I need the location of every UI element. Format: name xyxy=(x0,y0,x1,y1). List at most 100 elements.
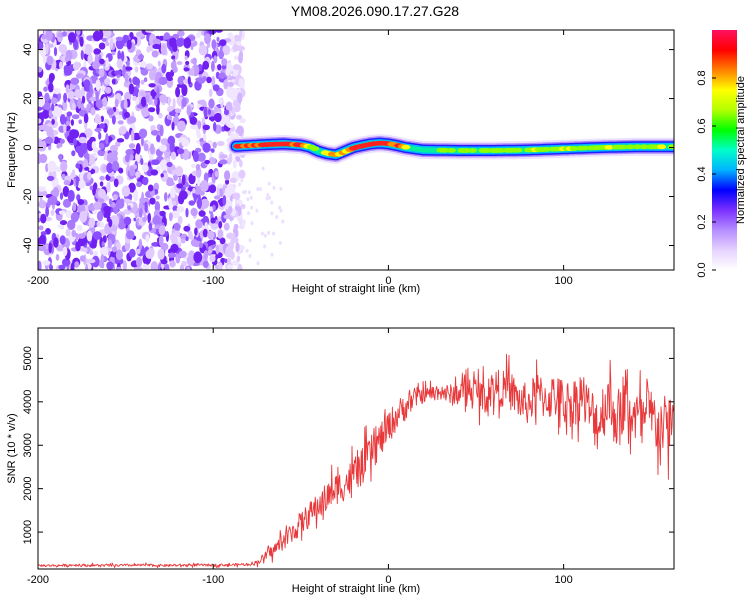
noise-blob xyxy=(267,181,271,186)
noise-blob xyxy=(68,32,76,43)
snr-point xyxy=(537,393,538,394)
noise-blob xyxy=(150,129,159,136)
noise-blob xyxy=(183,37,192,49)
noise-blob xyxy=(45,43,49,55)
snr-point xyxy=(344,484,345,485)
y-axis-label: Frequency (Hz) xyxy=(6,112,18,188)
noise-blob xyxy=(185,207,189,218)
noise-blob xyxy=(72,61,80,71)
noise-blob xyxy=(224,258,228,264)
noise-blob xyxy=(148,69,156,81)
noise-blob xyxy=(218,50,224,60)
ridge-core xyxy=(496,148,505,153)
snr-point xyxy=(370,453,371,454)
noise-blob xyxy=(192,57,198,65)
snr-point xyxy=(633,414,634,415)
noise-blob xyxy=(204,221,208,232)
y-tick-label: 40 xyxy=(22,43,34,55)
noise-blob xyxy=(166,181,175,186)
noise-blob xyxy=(232,158,237,169)
noise-blob xyxy=(211,75,216,88)
noise-blob xyxy=(78,136,87,144)
noise-blob xyxy=(95,79,101,92)
noise-blob xyxy=(148,115,154,122)
noise-blob xyxy=(124,209,129,215)
noise-blob xyxy=(181,139,190,147)
noise-blob xyxy=(67,90,75,100)
noise-blob xyxy=(46,55,54,66)
noise-blob xyxy=(124,131,130,140)
ridge-core xyxy=(513,147,523,153)
noise-blob xyxy=(74,89,83,99)
noise-blob xyxy=(55,166,62,173)
noise-blob xyxy=(181,174,186,186)
noise-blob xyxy=(115,249,123,261)
noise-blob xyxy=(191,163,196,168)
snr-point xyxy=(528,403,529,404)
noise-blob xyxy=(102,96,108,107)
noise-blob xyxy=(58,264,66,270)
noise-blob xyxy=(111,246,117,253)
noise-blob xyxy=(125,149,134,156)
snr-point xyxy=(90,565,91,566)
noise-blob xyxy=(59,61,63,69)
noise-blob xyxy=(71,102,76,111)
noise-blob xyxy=(215,71,220,80)
noise-blob xyxy=(261,166,265,171)
noise-blob xyxy=(122,198,131,204)
snr-point xyxy=(353,475,354,476)
snr-line-area xyxy=(38,353,674,569)
y-tick-label: 4000 xyxy=(22,390,34,414)
noise-blob xyxy=(224,170,231,181)
noise-blob xyxy=(208,116,216,121)
noise-blob xyxy=(171,169,176,176)
noise-blob xyxy=(105,133,109,145)
snr-point xyxy=(546,399,547,400)
noise-blob xyxy=(208,98,215,109)
x-tick-label: -100 xyxy=(202,275,224,287)
y-tick-label: 1000 xyxy=(22,520,34,544)
noise-blob xyxy=(230,251,235,260)
noise-blob xyxy=(263,244,267,249)
noise-blob xyxy=(38,42,44,50)
snr-point xyxy=(572,403,573,404)
noise-blob xyxy=(73,137,77,146)
noise-blob xyxy=(115,242,121,251)
noise-blob xyxy=(156,104,160,115)
noise-blob xyxy=(67,189,75,202)
noise-blob xyxy=(183,67,190,72)
noise-blob xyxy=(45,216,53,222)
noise-blob xyxy=(143,111,150,116)
noise-blob xyxy=(130,129,135,142)
noise-blob xyxy=(226,115,230,127)
ridge-core xyxy=(401,144,411,150)
spectrogram-area xyxy=(38,30,674,270)
noise-blob xyxy=(220,257,226,263)
noise-blob xyxy=(145,93,150,103)
y-tick-label: -20 xyxy=(22,189,34,205)
noise-blob xyxy=(281,219,285,224)
noise-blob xyxy=(81,95,86,104)
noise-blob xyxy=(266,193,270,197)
noise-blob xyxy=(86,104,91,112)
noise-blob xyxy=(202,124,210,131)
noise-blob xyxy=(111,51,116,56)
noise-blob xyxy=(145,30,154,33)
noise-blob xyxy=(175,165,184,177)
noise-blob xyxy=(48,242,52,254)
noise-blob xyxy=(260,231,264,236)
noise-blob xyxy=(39,196,43,204)
noise-blob xyxy=(115,266,122,270)
noise-blob xyxy=(216,186,220,199)
noise-blob xyxy=(227,206,233,214)
snr-point xyxy=(160,565,161,566)
noise-blob xyxy=(75,232,79,241)
snr-point xyxy=(642,421,643,422)
x-axis-label: Height of straight line (km) xyxy=(292,583,420,595)
noise-blob xyxy=(84,166,90,171)
noise-blob xyxy=(225,179,230,185)
noise-blob xyxy=(226,86,234,98)
ridge-core xyxy=(580,145,590,151)
noise-blob xyxy=(59,114,66,125)
